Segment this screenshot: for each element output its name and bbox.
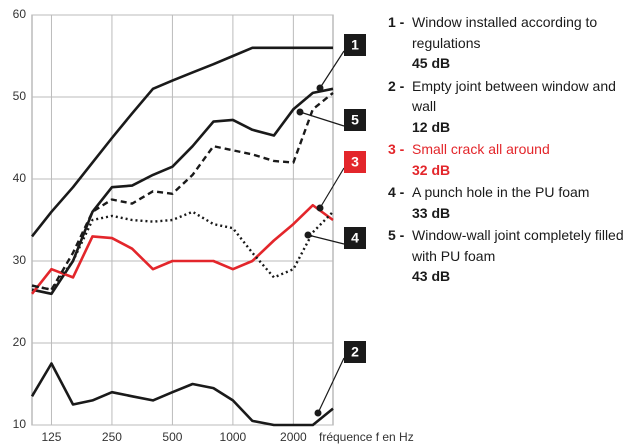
legend-item: 3 - Small crack all around 32 dB xyxy=(388,139,628,180)
x-tick-label: 2000 xyxy=(280,430,307,444)
legend: 1 - Window installed according to regulat… xyxy=(388,12,628,289)
y-tick-label: 30 xyxy=(13,253,27,267)
series-line xyxy=(31,91,334,291)
callout-box xyxy=(344,34,366,56)
legend-text: Empty joint between window and wall xyxy=(412,77,616,115)
legend-body: Small crack all around 32 dB xyxy=(412,139,550,180)
legend-number: 5 - xyxy=(388,227,405,243)
leader-line xyxy=(299,111,345,127)
legend-text: Small crack all around xyxy=(412,141,550,157)
leader-line xyxy=(307,234,345,245)
leader-dot xyxy=(316,204,324,212)
legend-number: 4 - xyxy=(388,184,405,200)
legend-number: 3 - xyxy=(388,141,405,157)
legend-item: 5 - Window-wall joint completely filled w… xyxy=(388,225,628,287)
legend-item: 4 - A punch hole in the PU foam 33 dB xyxy=(388,182,628,223)
leader-line xyxy=(317,357,345,414)
legend-body: Empty joint between window and wall 12 dB xyxy=(412,76,628,138)
legend-text: Window installed according to regulation… xyxy=(412,14,598,51)
legend-text: A punch hole in the PU foam xyxy=(412,184,590,200)
leader-line xyxy=(319,167,345,209)
legend-rating: 32 dB xyxy=(412,161,451,178)
legend-rating: 45 dB xyxy=(412,55,451,71)
series-line xyxy=(31,87,334,296)
x-axis-label: fréquence f en Hz xyxy=(319,430,414,444)
legend-body: Window installed according to regulation… xyxy=(412,12,628,74)
legend-text: Window-wall joint completely filled with… xyxy=(412,227,624,264)
legend-rating: 12 dB xyxy=(412,118,451,135)
leader-dot xyxy=(296,108,304,116)
leader-dot xyxy=(314,409,322,417)
legend-number: 1 - xyxy=(388,14,405,30)
legend-number: 2 - xyxy=(388,77,405,94)
series-line xyxy=(30,362,334,427)
legend-body: A punch hole in the PU foam 33 dB xyxy=(412,182,589,223)
legend-rating: 33 dB xyxy=(412,204,451,221)
callout-label: 4 xyxy=(351,230,359,246)
y-tick-label: 50 xyxy=(13,89,27,103)
leader-dot xyxy=(304,231,312,239)
y-tick-label: 60 xyxy=(13,7,27,21)
x-tick-label: 250 xyxy=(102,430,122,444)
callout-box xyxy=(344,109,366,131)
legend-rating: 43 dB xyxy=(412,268,451,284)
y-tick-label: 10 xyxy=(13,417,27,431)
leader-line xyxy=(319,50,345,89)
callout-label: 1 xyxy=(351,37,359,53)
series-line xyxy=(30,203,334,295)
callout-label: 5 xyxy=(351,112,359,128)
x-tick-label: 1000 xyxy=(220,430,247,444)
callout-label: 3 xyxy=(351,154,359,170)
series-line xyxy=(31,210,334,291)
y-tick-label: 20 xyxy=(13,335,27,349)
callout-label: 2 xyxy=(351,344,359,360)
legend-item: 2 - Empty joint between window and wall 12… xyxy=(388,76,628,138)
y-tick-label: 40 xyxy=(13,171,27,185)
x-tick-label: 500 xyxy=(162,430,182,444)
series-line xyxy=(30,46,333,238)
legend-body: Window-wall joint completely filled with… xyxy=(412,225,628,287)
x-tick-label: 125 xyxy=(41,430,61,444)
leader-dot xyxy=(316,84,324,92)
callout-box xyxy=(344,227,366,249)
callout-box xyxy=(344,341,366,363)
callout-box xyxy=(344,151,366,173)
legend-item: 1 - Window installed according to regulat… xyxy=(388,12,628,74)
